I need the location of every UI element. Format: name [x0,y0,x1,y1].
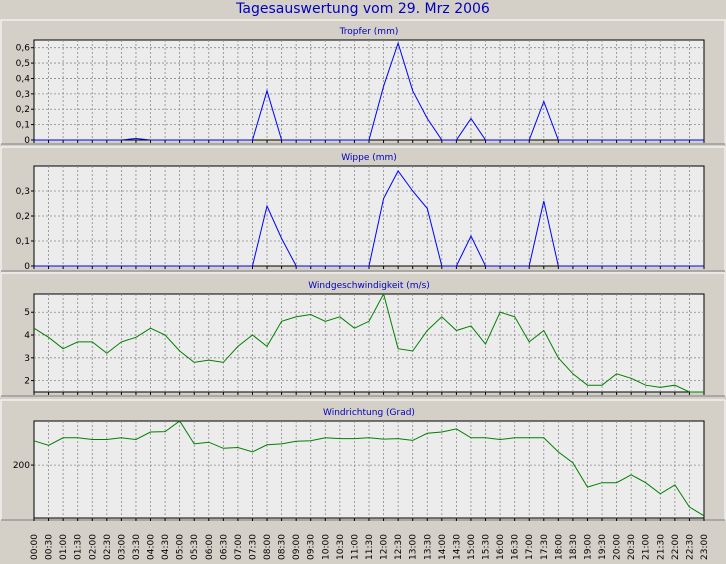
x-tick-label: 15:30 [482,534,492,560]
x-tick-label: 00:00 [30,534,40,560]
x-tick-label: 11:30 [365,534,375,560]
y-tick-label: 0,3 [16,187,30,197]
x-tick-label: 09:00 [292,534,302,560]
x-tick-label: 18:00 [554,534,564,560]
x-tick-label: 02:30 [103,534,113,560]
y-tick-label: 5 [24,308,30,318]
x-tick-label: 01:30 [74,534,84,560]
x-tick-label: 20:00 [613,534,623,560]
x-tick-label: 15:00 [467,534,477,560]
x-tick-label: 01:00 [59,534,69,560]
x-tick-label: 10:00 [321,534,331,560]
y-tick-label: 0 [24,262,30,272]
x-tick-label: 19:30 [598,534,608,560]
x-tick-label: 11:00 [350,534,360,560]
x-tick-label: 03:30 [132,534,142,560]
page-title: Tagesauswertung vom 29. Mrz 2006 [236,1,490,17]
y-tick-label: 0 [24,136,30,146]
x-tick-label: 16:00 [496,534,506,560]
series-line [34,41,704,141]
y-tick-label: 4 [24,331,30,341]
x-tick-label: 20:30 [627,534,637,560]
x-tick-label: 14:00 [438,534,448,560]
x-tick-label: 21:30 [656,534,666,560]
x-tick-label: 14:30 [452,534,462,560]
subplot-title: Wippe (mm) [341,153,397,163]
x-tick-label: 12:00 [380,534,390,560]
x-tick-label: 17:30 [540,534,550,560]
x-tick-label: 17:00 [525,534,535,560]
series-line [33,420,705,517]
series-line [34,170,704,267]
x-tick-label: 04:00 [147,534,157,560]
x-tick-label: 00:30 [45,534,55,560]
y-tick-label: 0,2 [16,105,30,115]
x-tick-label: 13:30 [423,534,433,560]
subplot-title: Tropfer (mm) [339,27,399,37]
y-tick-label: 3 [24,354,30,364]
x-tick-label: 16:30 [511,534,521,560]
y-tick-label: 0,3 [16,90,30,100]
y-tick-label: 0,2 [16,212,30,222]
x-tick-label: 23:00 [700,534,710,560]
y-tick-label: 0,1 [16,237,30,247]
x-tick-label: 06:00 [205,534,215,560]
x-tick-label: 08:00 [263,534,273,560]
x-tick-label: 05:30 [190,534,200,560]
x-tick-label: 18:30 [569,534,579,560]
x-tick-label: 22:00 [671,534,681,560]
x-tick-label: 05:00 [176,534,186,560]
x-tick-label: 03:00 [117,534,127,560]
x-tick-label: 19:00 [583,534,593,560]
x-tick-label: 12:30 [394,534,404,560]
x-tick-label: 04:30 [161,534,171,560]
y-tick-label: 0,6 [16,44,31,54]
x-tick-label: 06:30 [219,534,229,560]
x-tick-label: 07:30 [248,534,258,560]
x-tick-label: 22:30 [685,534,695,560]
x-tick-label: 02:00 [88,534,98,560]
x-tick-label: 21:00 [642,534,652,560]
y-tick-label: 0,5 [16,59,30,69]
x-tick-label: 08:30 [278,534,288,560]
x-tick-label: 10:30 [336,534,346,560]
subplot-title: Windrichtung (Grad) [323,408,415,418]
x-tick-label: 09:30 [307,534,317,560]
x-tick-label: 07:00 [234,534,244,560]
y-tick-label: 0,4 [16,74,31,84]
series-line [33,292,704,393]
subplot-title: Windgeschwindigkeit (m/s) [308,281,430,291]
y-tick-label: 0,1 [16,121,30,131]
x-tick-label: 13:00 [409,534,419,560]
y-tick-label: 200 [13,461,30,471]
y-tick-label: 2 [24,377,30,387]
